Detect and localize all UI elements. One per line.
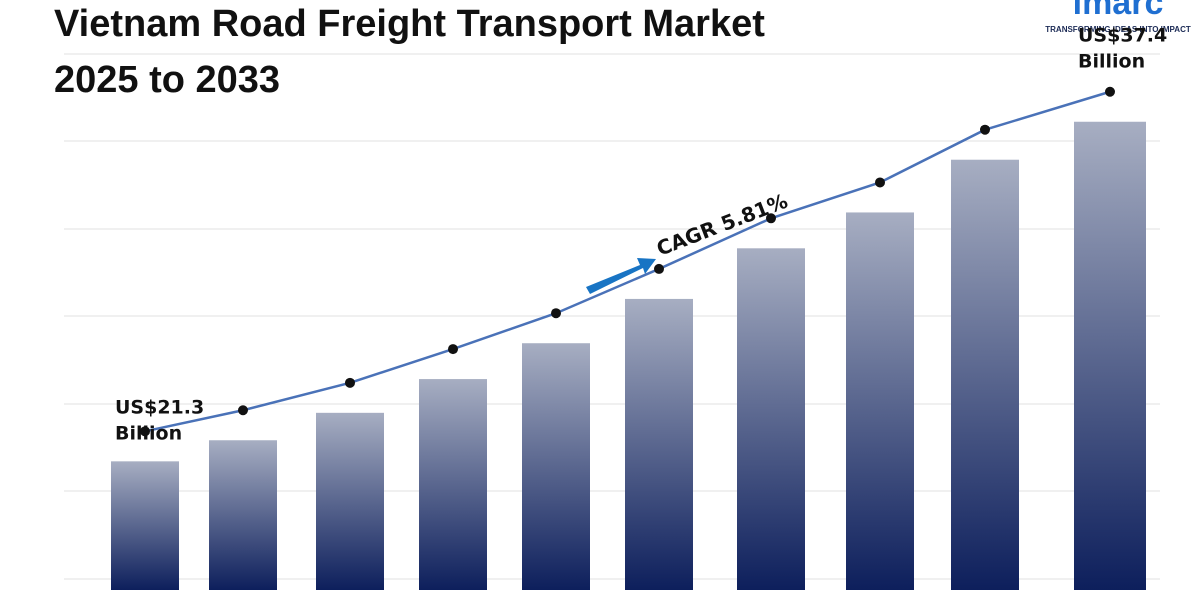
bar bbox=[625, 298, 693, 590]
chart-title: Vietnam Road Freight Transport Market bbox=[54, 3, 765, 45]
trend-point bbox=[980, 124, 990, 135]
bar bbox=[737, 248, 805, 590]
trend-point bbox=[654, 263, 664, 274]
trend-point bbox=[766, 213, 776, 224]
bars bbox=[111, 121, 1146, 591]
trend-line bbox=[144, 90, 1111, 433]
bar bbox=[951, 159, 1019, 590]
bar bbox=[1074, 121, 1146, 591]
logo-tagline: TRANSFORMING IDEAS INTO IMPACT bbox=[1045, 25, 1191, 34]
trend-point bbox=[1105, 86, 1115, 97]
trend-point bbox=[238, 405, 248, 416]
logo: imarc bbox=[1073, 0, 1164, 22]
value-label: US$37.4 Billion bbox=[1078, 25, 1167, 73]
trend-point bbox=[345, 377, 355, 388]
bar bbox=[419, 379, 487, 590]
bar bbox=[209, 440, 277, 590]
trend bbox=[140, 86, 1115, 437]
cagr-arrow bbox=[586, 258, 656, 294]
bar bbox=[111, 461, 179, 590]
trend-point bbox=[448, 344, 458, 355]
bar bbox=[316, 412, 384, 590]
trend-point bbox=[140, 426, 150, 437]
trend-point bbox=[551, 308, 561, 319]
value-label: US$21.3 Billion bbox=[115, 396, 204, 444]
chart-subtitle: 2025 to 2033 bbox=[54, 59, 280, 101]
bar bbox=[846, 212, 914, 590]
trend-point bbox=[875, 177, 885, 188]
bar bbox=[522, 343, 590, 590]
